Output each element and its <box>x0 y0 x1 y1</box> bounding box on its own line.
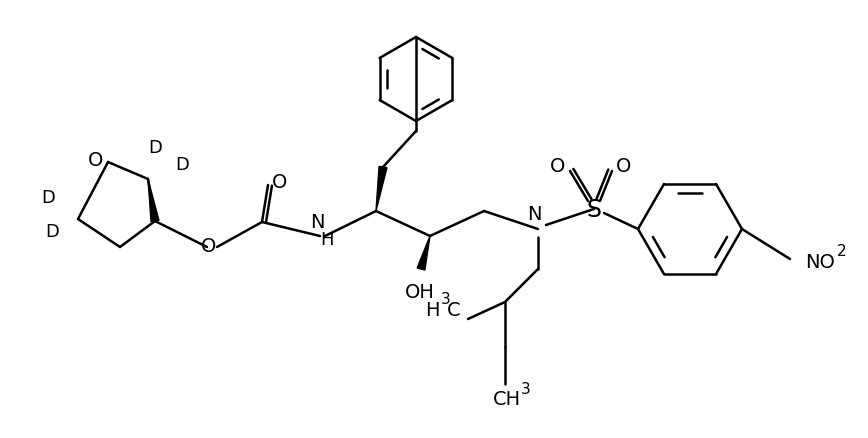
Text: D: D <box>41 189 55 207</box>
Text: 3: 3 <box>521 381 530 396</box>
Text: CH: CH <box>493 390 521 409</box>
Text: N: N <box>527 205 542 224</box>
Text: H: H <box>320 230 334 248</box>
Polygon shape <box>376 167 387 212</box>
Text: O: O <box>89 151 103 170</box>
Text: O: O <box>273 172 287 191</box>
Text: C: C <box>447 300 461 319</box>
Polygon shape <box>148 180 159 222</box>
Text: O: O <box>550 156 566 175</box>
Text: O: O <box>201 236 217 255</box>
Text: 3: 3 <box>441 291 450 306</box>
Text: D: D <box>148 139 162 157</box>
Text: O: O <box>616 156 632 175</box>
Text: H: H <box>424 300 439 319</box>
Text: OH: OH <box>405 283 435 302</box>
Text: S: S <box>587 198 602 222</box>
Text: D: D <box>45 223 59 240</box>
Text: N: N <box>310 212 325 231</box>
Text: 2: 2 <box>837 244 846 258</box>
Text: D: D <box>175 155 189 173</box>
Polygon shape <box>418 237 430 270</box>
Text: NO: NO <box>805 252 835 271</box>
